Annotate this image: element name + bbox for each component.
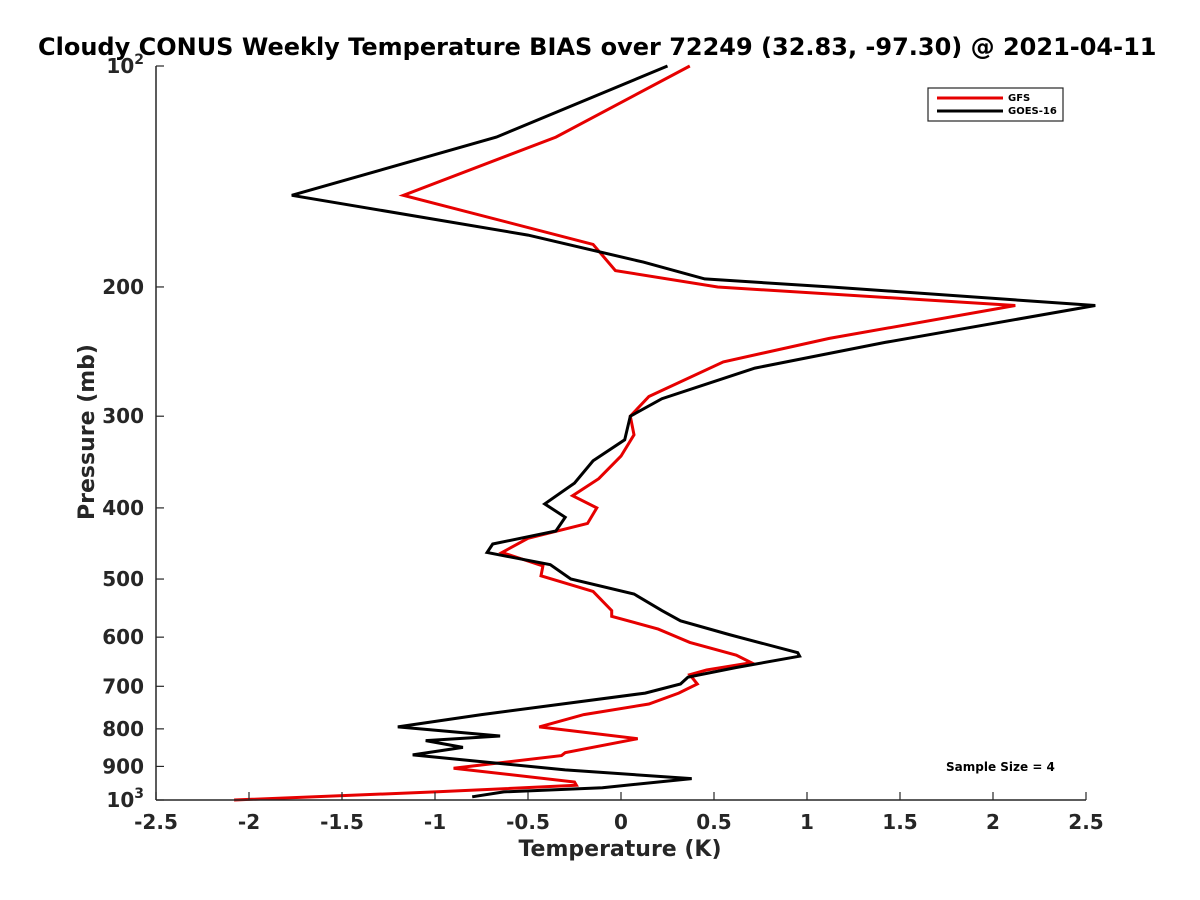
y-tick-label: 103 — [106, 786, 144, 812]
x-tick-label: -1.5 — [320, 810, 364, 834]
y-tick-label: 400 — [102, 496, 144, 520]
legend-label-goes16: GOES-16 — [1008, 106, 1057, 117]
y-axis-label: Pressure (mb) — [75, 344, 100, 520]
x-tick-label: -0.5 — [506, 810, 550, 834]
x-tick-label: 1 — [800, 810, 814, 834]
legend-box — [927, 87, 1064, 122]
legend: GFS GOES-16 — [927, 87, 1064, 122]
chart-title: Cloudy CONUS Weekly Temperature BIAS ove… — [38, 33, 1156, 61]
x-axis-label: Temperature (K) — [518, 837, 721, 862]
x-tick-label: 0.5 — [696, 810, 731, 834]
y-tick-label: 500 — [102, 567, 144, 591]
plot-lines — [234, 64, 1096, 802]
series-line-goes16 — [291, 64, 1096, 799]
x-axis-ticks: -2.5 -2 -1.5 -1 -0.5 0 0.5 1 1.5 2 2.5 — [134, 792, 1104, 834]
y-tick-label: 900 — [102, 754, 144, 778]
x-tick-label: 0 — [614, 810, 628, 834]
x-tick-label: 1.5 — [882, 810, 917, 834]
x-tick-label: -2.5 — [134, 810, 178, 834]
series-line-gfs — [234, 64, 1016, 802]
legend-label-gfs: GFS — [1008, 93, 1030, 104]
y-tick-label: 600 — [102, 625, 144, 649]
y-axis-ticks: 102 200 300 400 500 600 700 800 900 103 — [102, 52, 164, 812]
x-tick-label: 2 — [986, 810, 1000, 834]
sample-size-annotation: Sample Size = 4 — [946, 760, 1055, 774]
x-tick-label: -2 — [238, 810, 260, 834]
y-tick-label: 102 — [106, 52, 144, 78]
y-tick-label: 700 — [102, 674, 144, 698]
x-tick-label: 2.5 — [1068, 810, 1103, 834]
y-tick-label: 300 — [102, 404, 144, 428]
x-tick-label: -1 — [424, 810, 446, 834]
y-tick-label: 200 — [102, 275, 144, 299]
y-tick-label: 800 — [102, 717, 144, 741]
